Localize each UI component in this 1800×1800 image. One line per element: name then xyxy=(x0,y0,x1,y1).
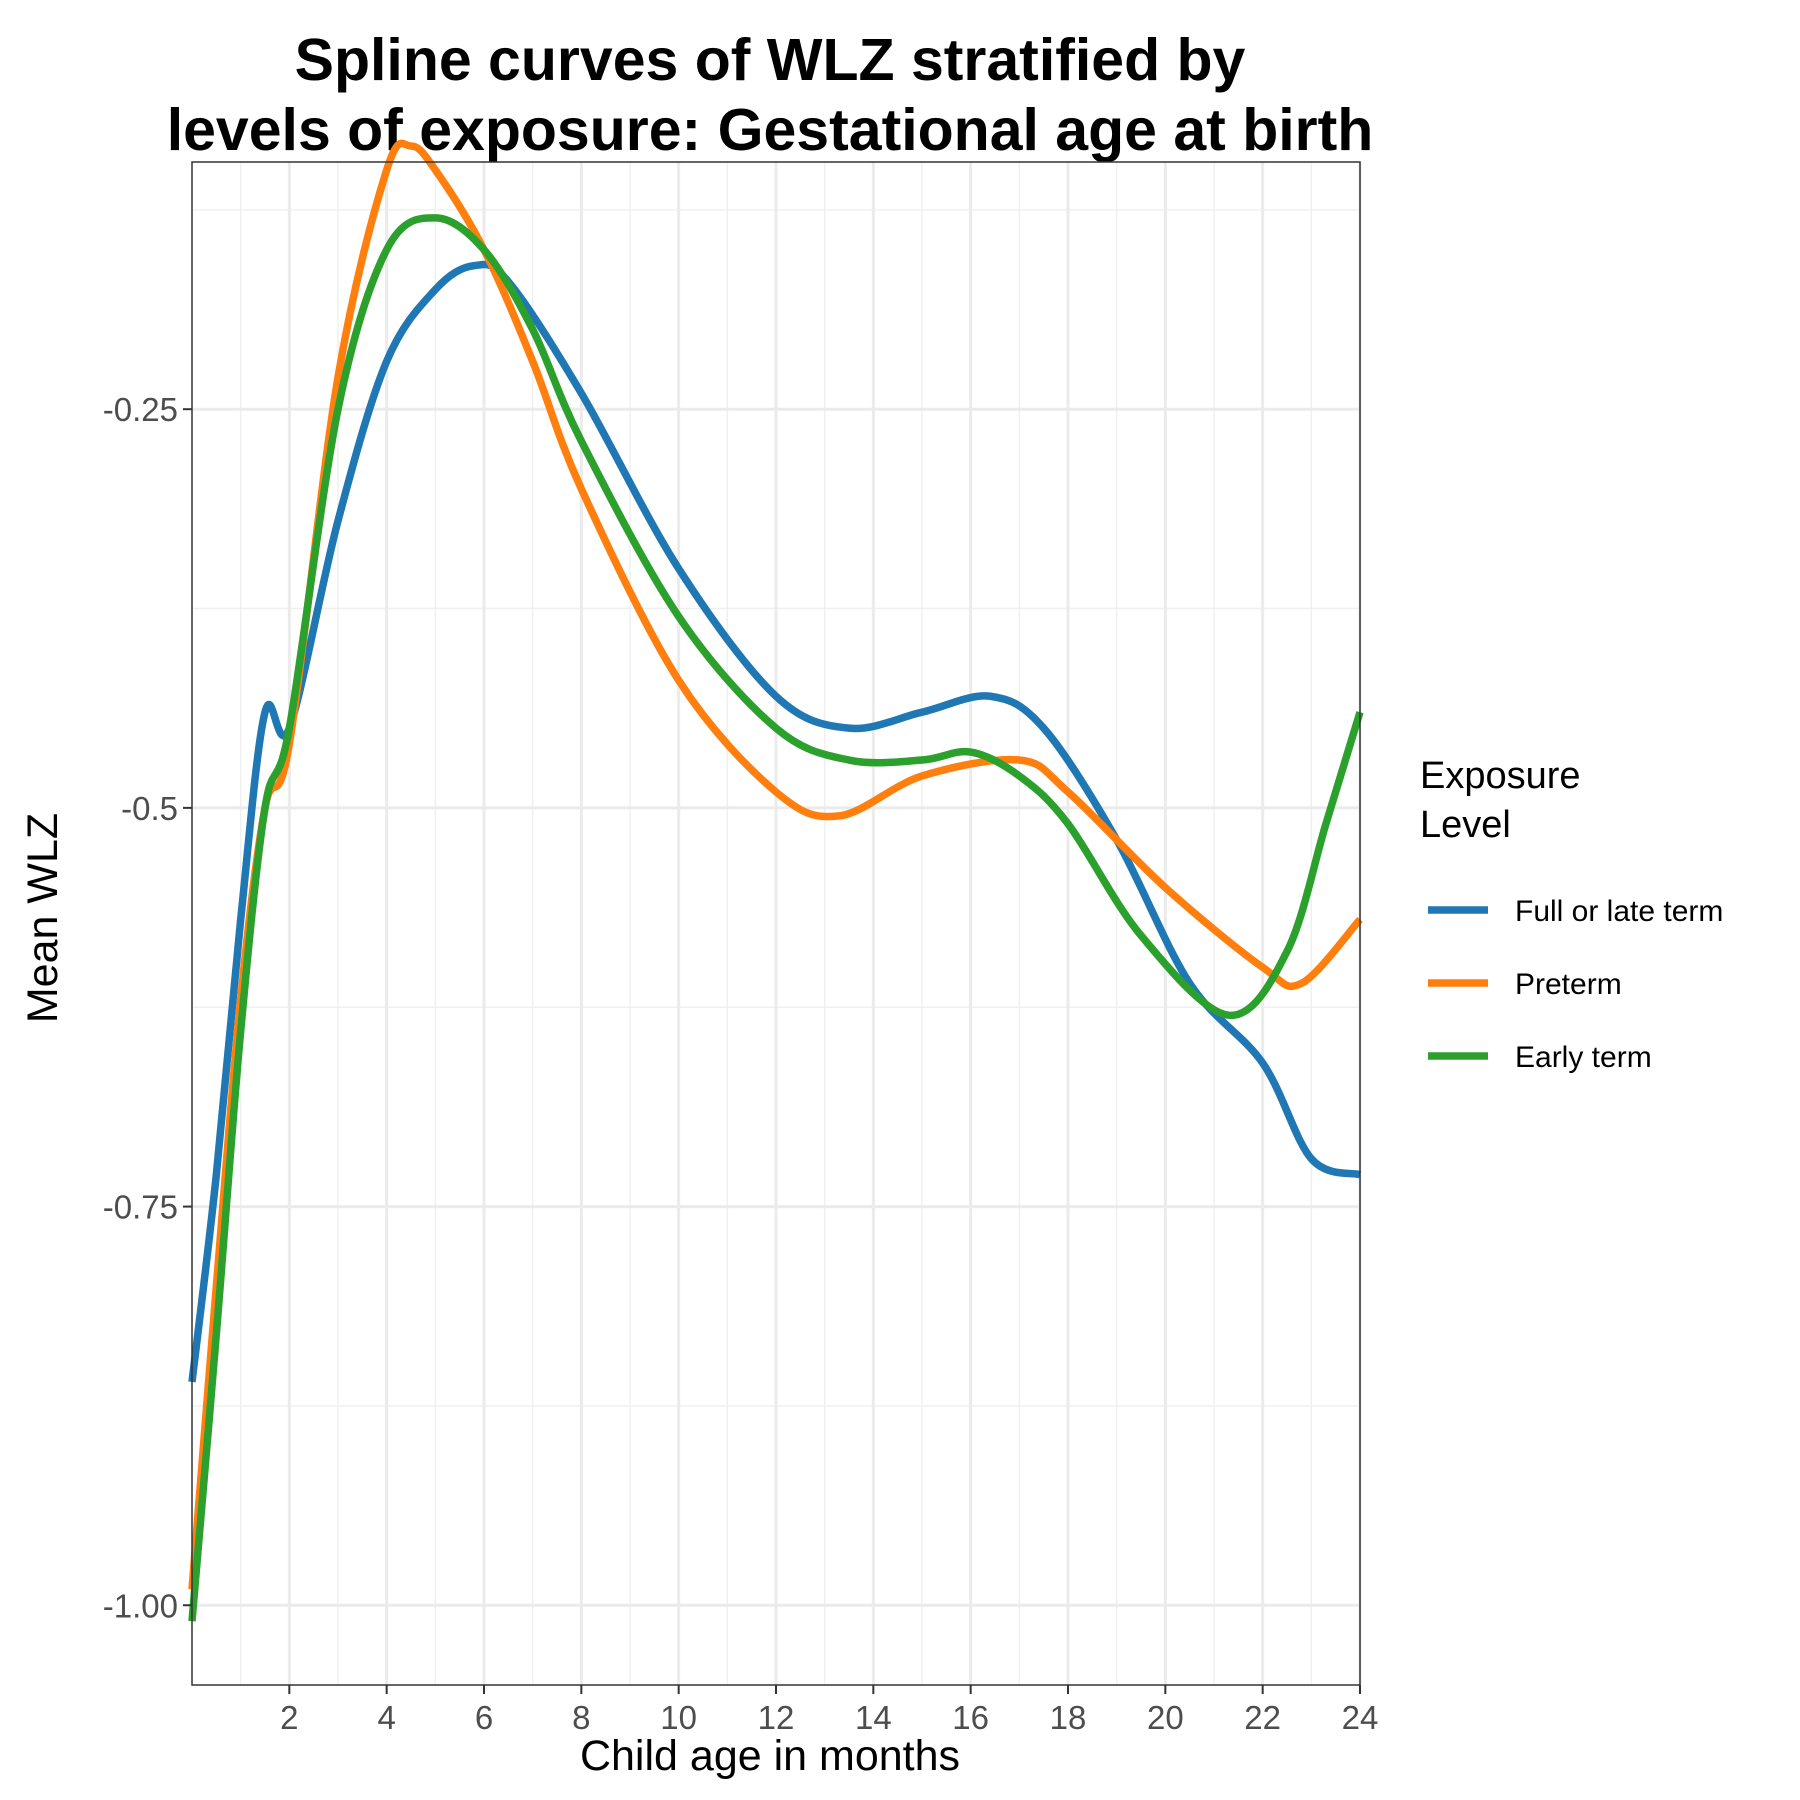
x-tick-label: 16 xyxy=(952,1699,989,1736)
x-tick-label: 14 xyxy=(855,1699,892,1736)
series-layer xyxy=(188,139,1364,1622)
legend: Exposure Level Full or late term Preterm E… xyxy=(1420,755,1723,1074)
y-tick-label: -0.5 xyxy=(121,790,178,827)
x-tick-label: 20 xyxy=(1147,1699,1184,1736)
x-tick-label: 4 xyxy=(377,1699,395,1736)
y-tick-label: -0.75 xyxy=(103,1189,178,1226)
legend-label-preterm: Preterm xyxy=(1515,968,1622,1001)
chart-title-line-2: levels of exposure: Gestational age at b… xyxy=(167,97,1374,163)
series-line-early-term xyxy=(188,214,1364,1622)
chart-title-line-1: Spline curves of WLZ stratified by xyxy=(295,27,1246,93)
x-tick-label: 12 xyxy=(758,1699,795,1736)
x-tick-label: 2 xyxy=(280,1699,298,1736)
x-tick-label: 10 xyxy=(660,1699,697,1736)
x-axis-title: Child age in months xyxy=(580,1732,960,1780)
legend-label-full-or-late-term: Full or late term xyxy=(1515,895,1723,928)
x-tick-label: 22 xyxy=(1244,1699,1281,1736)
x-tick-label: 8 xyxy=(572,1699,590,1736)
x-tick-label: 24 xyxy=(1342,1699,1379,1736)
y-tick-label: -0.25 xyxy=(103,391,178,428)
legend-title-line-1: Exposure xyxy=(1420,755,1581,797)
y-axis-title: Mean WLZ xyxy=(19,813,67,1023)
x-tick-label: 18 xyxy=(1050,1699,1087,1736)
legend-title-line-2: Level xyxy=(1420,804,1511,846)
y-tick-label: -1.00 xyxy=(103,1587,178,1624)
axis-ticks: 2 4 6 8 10 12 14 16 18 20 22 24-1.00-0.75-0.5-0.25 xyxy=(103,391,1379,1736)
grid xyxy=(192,162,1362,1685)
legend-label-early-term: Early term xyxy=(1515,1041,1652,1074)
series-line-full-or-late-term xyxy=(188,260,1362,1383)
x-tick-label: 6 xyxy=(475,1699,493,1736)
